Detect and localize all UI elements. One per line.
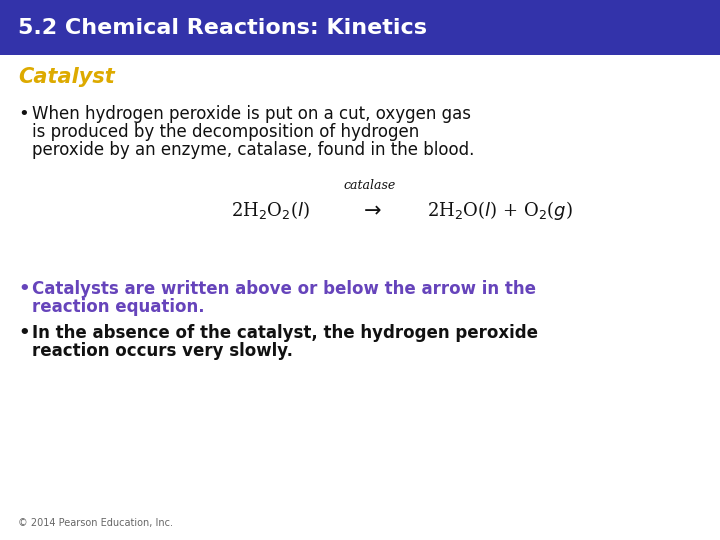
Text: When hydrogen peroxide is put on a cut, oxygen gas: When hydrogen peroxide is put on a cut, …	[32, 105, 471, 123]
FancyBboxPatch shape	[0, 0, 720, 55]
Text: •: •	[18, 324, 30, 342]
Text: reaction occurs very slowly.: reaction occurs very slowly.	[32, 342, 293, 360]
Text: © 2014 Pearson Education, Inc.: © 2014 Pearson Education, Inc.	[18, 518, 173, 528]
Text: Catalysts are written above or below the arrow in the: Catalysts are written above or below the…	[32, 280, 536, 298]
Text: $\rightarrow$: $\rightarrow$	[359, 200, 382, 219]
Text: 5.2 Chemical Reactions: Kinetics: 5.2 Chemical Reactions: Kinetics	[18, 17, 427, 37]
Text: reaction equation.: reaction equation.	[32, 298, 204, 316]
Text: 2H$_2$O$_2$($l$): 2H$_2$O$_2$($l$)	[230, 199, 310, 221]
Text: 2H$_2$O($l$) + O$_2$($g$): 2H$_2$O($l$) + O$_2$($g$)	[427, 199, 573, 221]
Text: •: •	[18, 105, 29, 123]
Text: •: •	[18, 280, 30, 298]
Text: In the absence of the catalyst, the hydrogen peroxide: In the absence of the catalyst, the hydr…	[32, 324, 538, 342]
Text: catalase: catalase	[344, 179, 396, 192]
Text: peroxide by an enzyme, catalase, found in the blood.: peroxide by an enzyme, catalase, found i…	[32, 141, 474, 159]
Text: Catalyst: Catalyst	[18, 67, 114, 87]
Text: is produced by the decomposition of hydrogen: is produced by the decomposition of hydr…	[32, 123, 419, 141]
